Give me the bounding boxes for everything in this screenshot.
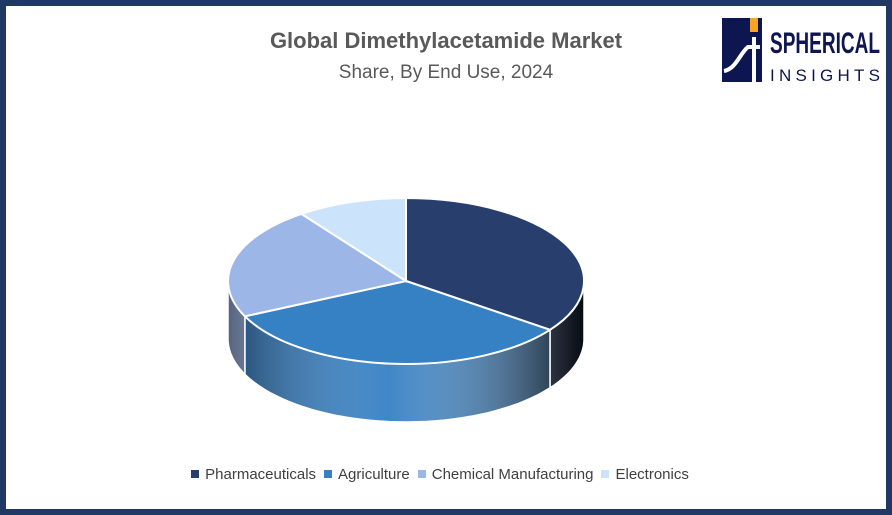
legend-swatch xyxy=(191,470,200,479)
legend-label: Electronics xyxy=(615,466,689,483)
legend-item-electronics: Electronics xyxy=(601,466,689,483)
svg-text:SPHERICAL: SPHERICAL xyxy=(770,27,880,60)
pie-slice-pharmaceuticals xyxy=(405,196,585,331)
legend-item-pharmaceuticals: Pharmaceuticals xyxy=(191,466,316,483)
legend-label: Chemical Manufacturing xyxy=(431,466,594,483)
pie-slice-electronics xyxy=(299,196,407,283)
legend-swatch xyxy=(324,470,333,479)
legend: Pharmaceuticals Agriculture Chemical Manuf… xyxy=(0,466,880,483)
legend-item-agriculture: Agriculture xyxy=(324,466,410,483)
pie-slice-chemical-manufacturing xyxy=(227,212,409,318)
legend-label: Agriculture xyxy=(338,466,410,483)
legend-label: Pharmaceuticals xyxy=(205,466,317,483)
legend-swatch xyxy=(601,470,610,479)
pie-slice-agriculture xyxy=(242,279,553,365)
chart-title: Global Dimethylacetamide Market xyxy=(269,28,623,53)
legend-item-chemical-manufacturing: Chemical Manufacturing xyxy=(417,466,594,483)
spherical-insights-logo: SPHERICAL INSIGHTS xyxy=(722,18,880,85)
legend-swatch xyxy=(417,470,426,479)
chart-subtitle: Share, By End Use, 2024 xyxy=(338,62,554,83)
